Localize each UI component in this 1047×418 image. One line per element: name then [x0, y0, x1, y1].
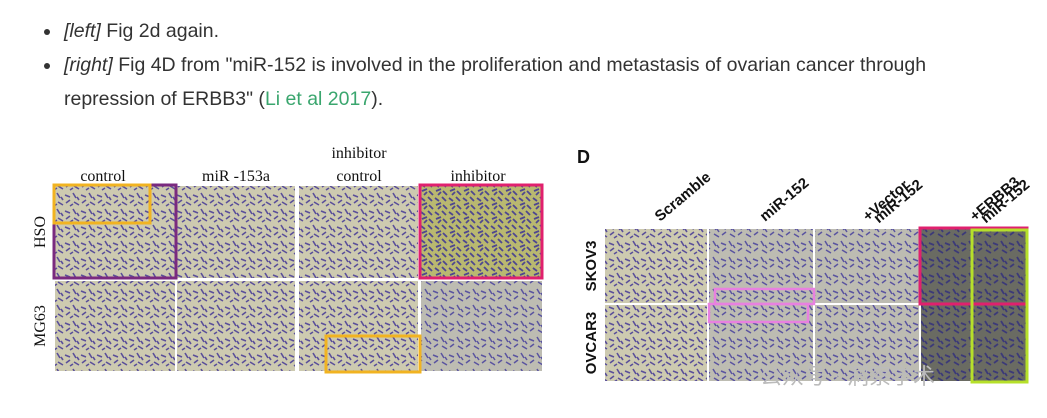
citation-link[interactable]: Li et al 2017 [264, 88, 372, 110]
panel [299, 281, 418, 371]
row-label: MG63 [32, 305, 49, 347]
panel [299, 186, 418, 278]
highlight-box [418, 183, 544, 280]
panel [709, 229, 813, 303]
right-figure: D Scramble miR-152 miR-152+Vector miR-152+E… [577, 147, 1033, 384]
column-label: Scramble [652, 169, 715, 225]
text: ). [371, 88, 384, 110]
panel [421, 281, 542, 371]
watermark: 公众号 · 洞察学术 [760, 365, 935, 390]
panel [605, 305, 707, 381]
panel [605, 229, 707, 303]
highlight-box [324, 334, 422, 374]
text: Fig 2d again. [100, 20, 220, 42]
panel [55, 186, 175, 278]
highlight-box [970, 228, 1029, 384]
column-label: inhibitor [331, 145, 387, 162]
tag: [right] [64, 54, 113, 76]
highlight-box [52, 183, 152, 225]
panel [177, 281, 295, 371]
text: Fig 4D from "miR-152 is involved in the … [64, 54, 927, 110]
column-label: control [80, 168, 126, 185]
panel [709, 305, 813, 381]
left-figure: control miR -153a inhibitor control inhibito… [32, 145, 544, 374]
bullet: [left] Fig 2d again. [62, 14, 1022, 48]
column-label: miR -153a [202, 168, 270, 185]
panel [815, 305, 919, 381]
panel [421, 186, 542, 278]
bullet: [right] Fig 4D from "miR-152 is involved… [62, 48, 1022, 116]
column-label: miR-152 [757, 175, 813, 226]
row-label: OVCAR3 [583, 312, 600, 375]
panel [177, 186, 295, 278]
panel [921, 229, 1027, 303]
bullet-list: [left] Fig 2d again. [right] Fig 4D from… [0, 0, 1022, 116]
column-label: inhibitor [450, 168, 506, 185]
tag: [left] [64, 20, 101, 42]
column-label: control [336, 168, 382, 185]
panel [815, 229, 919, 303]
highlight-box [707, 302, 810, 324]
row-label: SKOV3 [583, 241, 600, 292]
panel-letter: D [577, 147, 590, 167]
panel [55, 281, 175, 371]
panel [921, 305, 1027, 381]
row-label: HSO [32, 216, 49, 248]
